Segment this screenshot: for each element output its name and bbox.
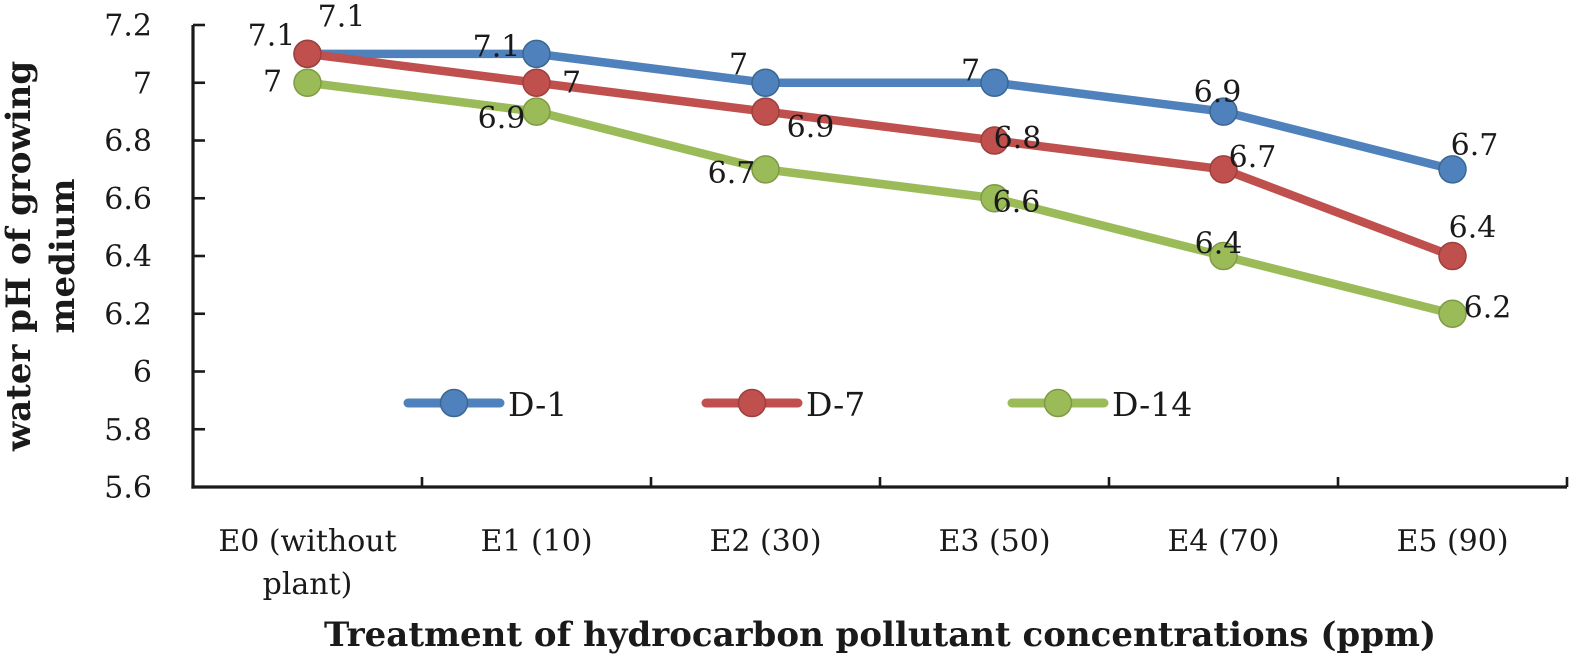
data-point-label-D-7: 6.9 (787, 110, 835, 145)
data-point-label-D-14: 6.4 (1195, 227, 1243, 262)
data-point-label-D-7: 6.8 (994, 121, 1042, 156)
y-tick-label: 6 (133, 355, 152, 390)
x-category-label: E2 (30) (709, 524, 821, 559)
y-tick-label: 7 (133, 66, 152, 101)
data-point-marker-D-14 (1438, 299, 1467, 328)
y-tick-label: 6.6 (104, 182, 152, 217)
legend-marker-D-1 (439, 388, 469, 418)
y-axis-title-line-1: water pH of growing (0, 61, 39, 452)
legend-label-D-7: D-7 (806, 385, 865, 424)
data-point-marker-D-7 (751, 97, 780, 126)
data-point-label-D-7: 6.4 (1449, 211, 1497, 246)
x-axis-title: Treatment of hydrocarbon pollutant conce… (324, 615, 1436, 655)
data-point-label-D-14: 6.6 (993, 185, 1041, 220)
series-line-D-7 (303, 49, 1457, 261)
legend-label-D-14: D-14 (1112, 385, 1192, 424)
x-category-label: plant) (263, 567, 353, 602)
x-category-label: E5 (90) (1396, 524, 1508, 559)
data-point-marker-D-1 (751, 68, 780, 97)
y-axis-title-line-2: medium (43, 178, 83, 333)
legend-marker-D-7 (737, 388, 767, 418)
data-point-label-D-7: 7 (562, 65, 581, 100)
y-tick-label: 6.2 (104, 297, 152, 332)
x-category-label: E0 (without (218, 524, 396, 559)
x-category-label: E1 (10) (480, 524, 592, 559)
data-point-marker-D-14 (751, 155, 780, 184)
data-point-label-D-14: 6.2 (1464, 290, 1512, 325)
data-point-marker-D-1 (1209, 97, 1238, 126)
legend-label-D-1: D-1 (508, 385, 567, 424)
x-category-label: E3 (50) (938, 524, 1050, 559)
y-tick-label: 5.8 (104, 413, 152, 448)
data-point-marker-D-14 (980, 184, 1009, 213)
data-point-marker-D-1 (1438, 155, 1467, 184)
data-point-marker-D-14 (293, 68, 322, 97)
data-point-label-D-14: 7 (263, 64, 282, 99)
y-tick-label: 6.8 (104, 124, 152, 159)
data-point-label-D-1: 7.1 (318, 0, 366, 34)
y-tick-label: 6.4 (104, 240, 152, 275)
data-point-label-D-1: 6.9 (1194, 75, 1242, 110)
data-point-label-D-1: 6.7 (1451, 128, 1499, 163)
series-line-D-14 (303, 78, 1457, 318)
data-point-label-D-1: 7 (729, 47, 748, 82)
data-point-marker-D-7 (293, 39, 322, 69)
legend-marker-D-14 (1043, 388, 1073, 418)
data-point-marker-D-1 (522, 39, 551, 69)
data-point-marker-D-7 (1209, 155, 1238, 184)
y-axis-title: water pH of growing medium (0, 61, 83, 452)
data-point-label-D-14: 6.9 (478, 101, 526, 136)
data-point-label-D-1: 7.1 (473, 29, 521, 64)
data-point-marker-D-7 (980, 126, 1009, 155)
data-point-label-D-14: 6.7 (708, 156, 756, 191)
data-point-marker-D-7 (522, 68, 551, 97)
y-tick-label: 5.6 (104, 471, 152, 506)
plot-area: 7.2 7 6.8 6.6 6.4 6.2 6 5.8 5.6 E0 (without plant)… (104, 0, 1569, 602)
data-point-marker-D-7 (1438, 241, 1467, 271)
x-category-label: E4 (70) (1167, 524, 1279, 559)
data-point-marker-D-14 (1209, 241, 1238, 271)
data-point-marker-D-1 (980, 68, 1009, 97)
y-tick-label: 7.2 (104, 9, 152, 44)
data-point-label-D-7: 6.7 (1229, 140, 1277, 175)
data-point-label-D-1: 7 (961, 53, 980, 88)
data-point-label-D-7: 7.1 (248, 18, 296, 53)
series-line-D-1 (303, 49, 1457, 174)
data-point-marker-D-14 (522, 97, 551, 126)
